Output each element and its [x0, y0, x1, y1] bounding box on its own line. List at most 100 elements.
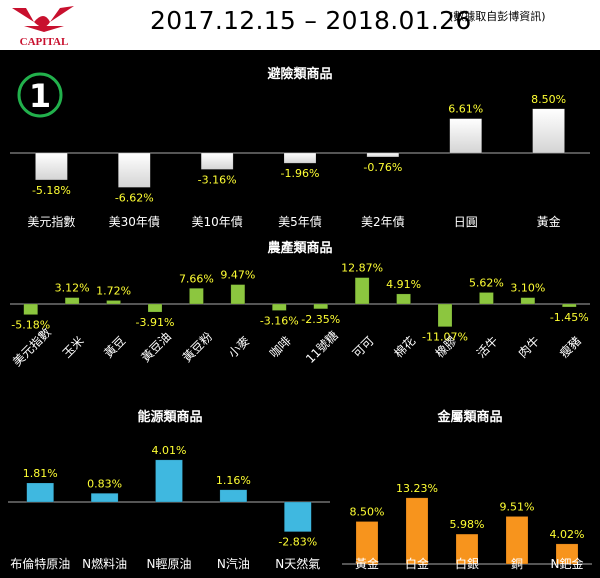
category-label-agriculture-8: 可可 — [350, 334, 377, 361]
value-label-metals-1: 13.23% — [396, 482, 438, 495]
category-label-agriculture-6: 咖啡 — [266, 333, 294, 361]
value-label-agriculture-11: 5.62% — [469, 276, 504, 289]
bar-safe-haven-4 — [366, 152, 400, 158]
value-label-agriculture-0: -5.18% — [11, 319, 50, 332]
category-label-safe-haven-0: 美元指數 — [27, 214, 75, 229]
category-label-safe-haven-6: 黃金 — [537, 214, 561, 229]
value-label-agriculture-3: -3.91% — [136, 316, 175, 329]
badge-number: 1 — [29, 77, 51, 115]
value-label-safe-haven-3: -1.96% — [281, 167, 320, 180]
bar-agriculture-2 — [106, 300, 121, 305]
chart-energy: 能源類商品 1.81% 布倫特原油 0.83% N燃料油 4.01% N輕原油 1.16% N汽… — [8, 409, 330, 571]
value-label-safe-haven-2: -3.16% — [198, 173, 237, 186]
bar-metals-4 — [555, 543, 579, 565]
logo-text: CAPITAL — [20, 36, 69, 48]
value-label-safe-haven-4: -0.76% — [363, 161, 402, 174]
value-label-energy-0: 1.81% — [23, 467, 58, 480]
value-label-metals-3: 9.51% — [500, 500, 535, 513]
bar-safe-haven-1 — [118, 152, 151, 188]
bar-energy-2 — [155, 459, 183, 503]
bar-agriculture-7 — [313, 303, 328, 310]
category-label-agriculture-5: 小麥 — [226, 334, 253, 361]
bar-agriculture-5 — [230, 284, 246, 305]
bar-energy-1 — [90, 493, 119, 503]
value-label-energy-3: 1.16% — [216, 474, 251, 487]
chart-title-energy: 能源類商品 — [137, 409, 202, 425]
value-label-safe-haven-0: -5.18% — [32, 184, 71, 197]
bar-agriculture-9 — [396, 293, 411, 305]
value-label-agriculture-1: 3.12% — [55, 282, 90, 295]
category-label-agriculture-3: 黃豆油 — [138, 329, 173, 364]
value-label-agriculture-9: 4.91% — [386, 278, 421, 291]
value-label-safe-haven-1: -6.62% — [115, 191, 154, 204]
bar-agriculture-4 — [189, 288, 204, 305]
bar-energy-4 — [284, 501, 312, 532]
category-label-safe-haven-3: 美5年債 — [278, 214, 322, 229]
source-note: (數據取自彭博資訊) — [449, 10, 546, 23]
value-label-agriculture-13: -1.45% — [550, 311, 589, 324]
bar-metals-2 — [455, 533, 479, 565]
value-label-energy-1: 0.83% — [87, 477, 122, 490]
bar-energy-3 — [219, 489, 248, 503]
bar-safe-haven-2 — [200, 152, 234, 170]
category-label-energy-4: N天然氣 — [275, 556, 320, 571]
category-label-metals-2: 白銀 — [455, 556, 479, 571]
header-bar: CAPITAL 2017.12.15 – 2018.01.26 (數據取自彭博資… — [0, 0, 600, 50]
charts-layer: 避險類商品 -5.18% 美元指數 -6.62% 美30年債 -3.16% 美10年債 -1.… — [8, 66, 592, 571]
category-label-metals-0: 黃金 — [355, 556, 379, 571]
value-label-agriculture-12: 3.10% — [510, 282, 545, 295]
value-label-agriculture-4: 7.66% — [179, 272, 214, 285]
bar-metals-0 — [355, 521, 379, 565]
value-label-agriculture-6: -3.16% — [260, 314, 299, 327]
category-label-agriculture-7: 11號糖 — [302, 328, 340, 366]
category-label-metals-4: N鈀金 — [551, 556, 584, 571]
category-label-metals-1: 白金 — [405, 556, 429, 571]
category-label-agriculture-13: 瘦豬 — [556, 333, 584, 361]
chart-safe-haven: 避險類商品 -5.18% 美元指數 -6.62% 美30年債 -3.16% 美10年債 -1.… — [10, 66, 590, 229]
value-label-metals-2: 5.98% — [450, 518, 485, 531]
value-label-agriculture-7: -2.35% — [301, 313, 340, 326]
bar-safe-haven-5 — [449, 118, 482, 154]
bar-agriculture-6 — [272, 303, 287, 311]
date-range-title: 2017.12.15 – 2018.01.26 — [150, 6, 472, 35]
category-label-agriculture-2: 黃豆 — [101, 334, 128, 361]
category-label-energy-2: N輕原油 — [147, 557, 192, 571]
category-label-energy-1: N燃料油 — [82, 556, 127, 571]
value-label-energy-4: -2.83% — [278, 536, 317, 549]
value-label-metals-4: 4.02% — [550, 528, 585, 541]
bar-agriculture-0 — [23, 303, 38, 315]
bar-agriculture-1 — [64, 297, 80, 305]
bar-agriculture-3 — [147, 303, 163, 313]
bar-safe-haven-6 — [532, 108, 565, 154]
value-label-safe-haven-6: 8.50% — [531, 93, 566, 106]
charts-canvas: 1 避險類商品 -5.18% 美元指數 -6.62% 美30年債 -3.16% 美10年債 -… — [8, 66, 592, 571]
value-label-agriculture-5: 9.47% — [220, 269, 255, 282]
value-label-energy-2: 4.01% — [152, 444, 187, 457]
bar-safe-haven-0 — [35, 152, 68, 181]
value-label-agriculture-10: -11.07% — [422, 331, 468, 344]
chart-title-safe-haven: 避險類商品 — [267, 66, 332, 82]
category-label-agriculture-12: 肉牛 — [515, 333, 543, 361]
chart-title-agriculture: 農產類商品 — [267, 240, 332, 256]
bar-agriculture-13 — [562, 303, 577, 308]
value-label-agriculture-2: 1.72% — [96, 284, 131, 297]
category-label-agriculture-1: 玉米 — [60, 334, 87, 361]
category-label-safe-haven-4: 美2年債 — [361, 214, 405, 229]
badge: 1 — [17, 72, 63, 118]
value-label-safe-haven-5: 6.61% — [448, 103, 483, 116]
category-label-agriculture-11: 活牛 — [473, 333, 501, 361]
bar-agriculture-8 — [354, 277, 370, 305]
badge-ring — [17, 72, 63, 118]
category-label-agriculture-9: 棉花 — [391, 333, 419, 361]
category-label-energy-3: N汽油 — [217, 556, 250, 571]
category-label-energy-0: 布倫特原油 — [10, 556, 70, 571]
category-label-safe-haven-1: 美30年債 — [109, 214, 160, 229]
category-label-safe-haven-5: 日圓 — [454, 215, 478, 229]
chart-metals: 金屬類商品 8.50% 黃金 13.23% 白金 5.98% 白銀 9.51% 銅 4.02% N鈀… — [342, 409, 592, 571]
bar-energy-0 — [26, 482, 54, 503]
category-label-safe-haven-2: 美10年債 — [192, 214, 243, 229]
bar-agriculture-11 — [479, 292, 494, 305]
bar-metals-1 — [405, 497, 429, 565]
value-label-metals-0: 8.50% — [350, 506, 385, 519]
bar-agriculture-12 — [520, 297, 536, 305]
